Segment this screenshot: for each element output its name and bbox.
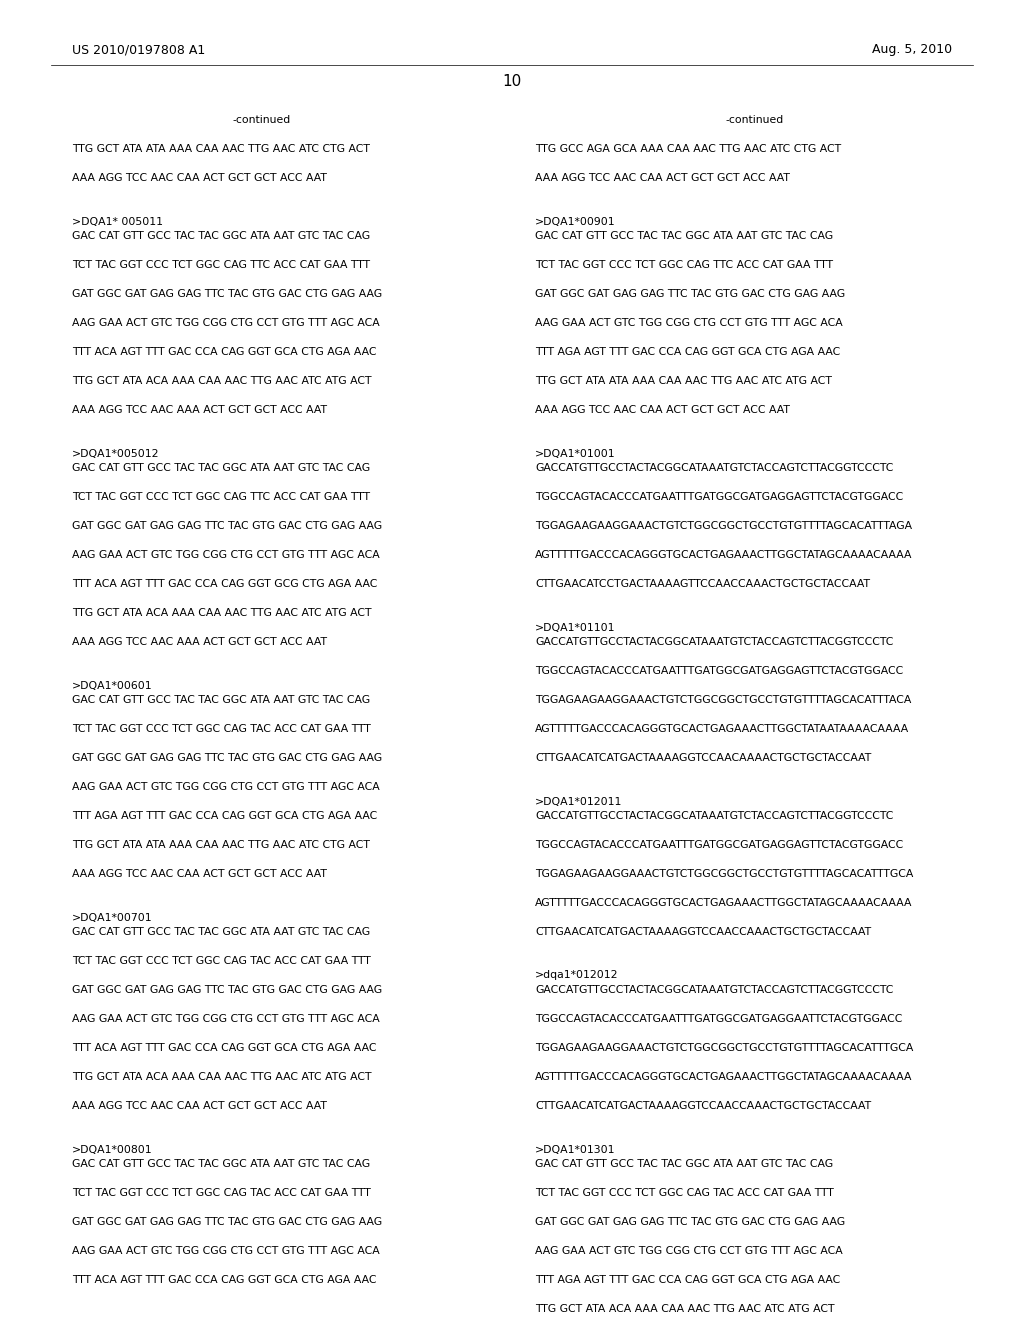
Text: GACCATGTTGCCTACTACGGCATAAATGTCTACCAGTCTTACGGTCCCTC: GACCATGTTGCCTACTACGGCATAAATGTCTACCAGTCTT…: [535, 463, 893, 473]
Text: GAC CAT GTT GCC TAC TAC GGC ATA AAT GTC TAC CAG: GAC CAT GTT GCC TAC TAC GGC ATA AAT GTC …: [72, 231, 370, 242]
Text: AAA AGG TCC AAC AAA ACT GCT GCT ACC AAT: AAA AGG TCC AAC AAA ACT GCT GCT ACC AAT: [72, 405, 327, 414]
Text: >dqa1*012012: >dqa1*012012: [535, 970, 618, 981]
Text: -continued: -continued: [726, 115, 784, 125]
Text: >DQA1*00901: >DQA1*00901: [535, 216, 615, 227]
Text: TTG GCT ATA ACA AAA CAA AAC TTG AAC ATC ATG ACT: TTG GCT ATA ACA AAA CAA AAC TTG AAC ATC …: [72, 376, 372, 385]
Text: TTG GCT ATA ATA AAA CAA AAC TTG AAC ATC ATG ACT: TTG GCT ATA ATA AAA CAA AAC TTG AAC ATC …: [535, 376, 831, 385]
Text: GAC CAT GTT GCC TAC TAC GGC ATA AAT GTC TAC CAG: GAC CAT GTT GCC TAC TAC GGC ATA AAT GTC …: [72, 463, 370, 473]
Text: >DQA1*00701: >DQA1*00701: [72, 912, 153, 923]
Text: GAC CAT GTT GCC TAC TAC GGC ATA AAT GTC TAC CAG: GAC CAT GTT GCC TAC TAC GGC ATA AAT GTC …: [72, 696, 370, 705]
Text: AAG GAA ACT GTC TGG CGG CTG CCT GTG TTT AGC ACA: AAG GAA ACT GTC TGG CGG CTG CCT GTG TTT …: [535, 318, 843, 327]
Text: TTT AGA AGT TTT GAC CCA CAG GGT GCA CTG AGA AAC: TTT AGA AGT TTT GAC CCA CAG GGT GCA CTG …: [535, 347, 841, 356]
Text: CTTGAACATCCTGACTAAAAGTTCCAACCAAACTGCTGCTACCAAT: CTTGAACATCCTGACTAAAAGTTCCAACCAAACTGCTGCT…: [535, 579, 870, 589]
Text: GACCATGTTGCCTACTACGGCATAAATGTCTACCAGTCTTACGGTCCCTC: GACCATGTTGCCTACTACGGCATAAATGTCTACCAGTCTT…: [535, 638, 893, 647]
Text: CTTGAACATCATGACTAAAAGGTCCAACAAAACTGCTGCTACCAAT: CTTGAACATCATGACTAAAAGGTCCAACAAAACTGCTGCT…: [535, 752, 871, 763]
Text: TTT ACA AGT TTT GAC CCA CAG GGT GCA CTG AGA AAC: TTT ACA AGT TTT GAC CCA CAG GGT GCA CTG …: [72, 1275, 377, 1284]
Text: GAC CAT GTT GCC TAC TAC GGC ATA AAT GTC TAC CAG: GAC CAT GTT GCC TAC TAC GGC ATA AAT GTC …: [535, 231, 834, 242]
Text: AGTTTTTGACCCACAGGGTGCACTGAGAAACTTGGCTATAGCAAAACAAAA: AGTTTTTGACCCACAGGGTGCACTGAGAAACTTGGCTATA…: [535, 1072, 912, 1082]
Text: >DQA1*012011: >DQA1*012011: [535, 796, 623, 807]
Text: >DQA1*005012: >DQA1*005012: [72, 449, 160, 458]
Text: AGTTTTTGACCCACAGGGTGCACTGAGAAACTTGGCTATAATAAAACAAAA: AGTTTTTGACCCACAGGGTGCACTGAGAAACTTGGCTATA…: [535, 723, 909, 734]
Text: AAG GAA ACT GTC TGG CGG CTG CCT GTG TTT AGC ACA: AAG GAA ACT GTC TGG CGG CTG CCT GTG TTT …: [72, 550, 380, 560]
Text: TGGAGAAGAAGGAAACTGTCTGGCGGCTGCCTGTGTTTTAGCACATTTAGA: TGGAGAAGAAGGAAACTGTCTGGCGGCTGCCTGTGTTTTA…: [535, 521, 912, 531]
Text: US 2010/0197808 A1: US 2010/0197808 A1: [72, 44, 205, 57]
Text: TCT TAC GGT CCC TCT GGC CAG TAC ACC CAT GAA TTT: TCT TAC GGT CCC TCT GGC CAG TAC ACC CAT …: [72, 723, 371, 734]
Text: TTG GCT ATA ACA AAA CAA AAC TTG AAC ATC ATG ACT: TTG GCT ATA ACA AAA CAA AAC TTG AAC ATC …: [535, 1304, 835, 1313]
Text: TTG GCT ATA ACA AAA CAA AAC TTG AAC ATC ATG ACT: TTG GCT ATA ACA AAA CAA AAC TTG AAC ATC …: [72, 609, 372, 618]
Text: >DQA1*01101: >DQA1*01101: [535, 623, 615, 632]
Text: TTG GCC AGA GCA AAA CAA AAC TTG AAC ATC CTG ACT: TTG GCC AGA GCA AAA CAA AAC TTG AAC ATC …: [535, 144, 841, 154]
Text: TCT TAC GGT CCC TCT GGC CAG TAC ACC CAT GAA TTT: TCT TAC GGT CCC TCT GGC CAG TAC ACC CAT …: [535, 1188, 834, 1199]
Text: TGGCCAGTACACCCATGAATTTGATGGCGATGAGGAGTTCTACGTGGACC: TGGCCAGTACACCCATGAATTTGATGGCGATGAGGAGTTC…: [535, 840, 903, 850]
Text: AAG GAA ACT GTC TGG CGG CTG CCT GTG TTT AGC ACA: AAG GAA ACT GTC TGG CGG CTG CCT GTG TTT …: [72, 1014, 380, 1024]
Text: >DQA1*01301: >DQA1*01301: [535, 1144, 615, 1155]
Text: Aug. 5, 2010: Aug. 5, 2010: [871, 44, 952, 57]
Text: AGTTTTTGACCCACAGGGTGCACTGAGAAACTTGGCTATAGCAAAACAAAA: AGTTTTTGACCCACAGGGTGCACTGAGAAACTTGGCTATA…: [535, 550, 912, 560]
Text: TGGAGAAGAAGGAAACTGTCTGGCGGCTGCCTGTGTTTTAGCACATTTACA: TGGAGAAGAAGGAAACTGTCTGGCGGCTGCCTGTGTTTTA…: [535, 696, 911, 705]
Text: 10: 10: [503, 74, 521, 90]
Text: AAA AGG TCC AAC AAA ACT GCT GCT ACC AAT: AAA AGG TCC AAC AAA ACT GCT GCT ACC AAT: [72, 638, 327, 647]
Text: TGGCCAGTACACCCATGAATTTGATGGCGATGAGGAATTCTACGTGGACC: TGGCCAGTACACCCATGAATTTGATGGCGATGAGGAATTC…: [535, 1014, 902, 1024]
Text: GAC CAT GTT GCC TAC TAC GGC ATA AAT GTC TAC CAG: GAC CAT GTT GCC TAC TAC GGC ATA AAT GTC …: [72, 1159, 370, 1170]
Text: >DQA1* 005011: >DQA1* 005011: [72, 216, 163, 227]
Text: >DQA1*01001: >DQA1*01001: [535, 449, 615, 458]
Text: TTT ACA AGT TTT GAC CCA CAG GGT GCA CTG AGA AAC: TTT ACA AGT TTT GAC CCA CAG GGT GCA CTG …: [72, 347, 377, 356]
Text: TTG GCT ATA ATA AAA CAA AAC TTG AAC ATC CTG ACT: TTG GCT ATA ATA AAA CAA AAC TTG AAC ATC …: [72, 840, 370, 850]
Text: TTT ACA AGT TTT GAC CCA CAG GGT GCA CTG AGA AAC: TTT ACA AGT TTT GAC CCA CAG GGT GCA CTG …: [72, 1043, 377, 1053]
Text: TTT AGA AGT TTT GAC CCA CAG GGT GCA CTG AGA AAC: TTT AGA AGT TTT GAC CCA CAG GGT GCA CTG …: [535, 1275, 841, 1284]
Text: TCT TAC GGT CCC TCT GGC CAG TTC ACC CAT GAA TTT: TCT TAC GGT CCC TCT GGC CAG TTC ACC CAT …: [72, 260, 370, 271]
Text: TCT TAC GGT CCC TCT GGC CAG TAC ACC CAT GAA TTT: TCT TAC GGT CCC TCT GGC CAG TAC ACC CAT …: [72, 1188, 371, 1199]
Text: TGGCCAGTACACCCATGAATTTGATGGCGATGAGGAGTTCTACGTGGACC: TGGCCAGTACACCCATGAATTTGATGGCGATGAGGAGTTC…: [535, 492, 903, 502]
Text: TCT TAC GGT CCC TCT GGC CAG TAC ACC CAT GAA TTT: TCT TAC GGT CCC TCT GGC CAG TAC ACC CAT …: [72, 956, 371, 966]
Text: TCT TAC GGT CCC TCT GGC CAG TTC ACC CAT GAA TTT: TCT TAC GGT CCC TCT GGC CAG TTC ACC CAT …: [535, 260, 833, 271]
Text: AAA AGG TCC AAC CAA ACT GCT GCT ACC AAT: AAA AGG TCC AAC CAA ACT GCT GCT ACC AAT: [72, 173, 327, 183]
Text: AAG GAA ACT GTC TGG CGG CTG CCT GTG TTT AGC ACA: AAG GAA ACT GTC TGG CGG CTG CCT GTG TTT …: [72, 318, 380, 327]
Text: GAT GGC GAT GAG GAG TTC TAC GTG GAC CTG GAG AAG: GAT GGC GAT GAG GAG TTC TAC GTG GAC CTG …: [72, 289, 382, 300]
Text: TTG GCT ATA ATA AAA CAA AAC TTG AAC ATC CTG ACT: TTG GCT ATA ATA AAA CAA AAC TTG AAC ATC …: [72, 144, 370, 154]
Text: TTT AGA AGT TTT GAC CCA CAG GGT GCA CTG AGA AAC: TTT AGA AGT TTT GAC CCA CAG GGT GCA CTG …: [72, 810, 377, 821]
Text: GAC CAT GTT GCC TAC TAC GGC ATA AAT GTC TAC CAG: GAC CAT GTT GCC TAC TAC GGC ATA AAT GTC …: [72, 927, 370, 937]
Text: CTTGAACATCATGACTAAAAGGTCCAACCAAACTGCTGCTACCAAT: CTTGAACATCATGACTAAAAGGTCCAACCAAACTGCTGCT…: [535, 927, 871, 937]
Text: GAT GGC GAT GAG GAG TTC TAC GTG GAC CTG GAG AAG: GAT GGC GAT GAG GAG TTC TAC GTG GAC CTG …: [72, 1217, 382, 1228]
Text: GAT GGC GAT GAG GAG TTC TAC GTG GAC CTG GAG AAG: GAT GGC GAT GAG GAG TTC TAC GTG GAC CTG …: [72, 985, 382, 995]
Text: TGGAGAAGAAGGAAACTGTCTGGCGGCTGCCTGTGTTTTAGCACATTTGCA: TGGAGAAGAAGGAAACTGTCTGGCGGCTGCCTGTGTTTTA…: [535, 1043, 913, 1053]
Text: AAG GAA ACT GTC TGG CGG CTG CCT GTG TTT AGC ACA: AAG GAA ACT GTC TGG CGG CTG CCT GTG TTT …: [72, 781, 380, 792]
Text: TGGAGAAGAAGGAAACTGTCTGGCGGCTGCCTGTGTTTTAGCACATTTGCA: TGGAGAAGAAGGAAACTGTCTGGCGGCTGCCTGTGTTTTA…: [535, 869, 913, 879]
Text: AAG GAA ACT GTC TGG CGG CTG CCT GTG TTT AGC ACA: AAG GAA ACT GTC TGG CGG CTG CCT GTG TTT …: [72, 1246, 380, 1257]
Text: AAG GAA ACT GTC TGG CGG CTG CCT GTG TTT AGC ACA: AAG GAA ACT GTC TGG CGG CTG CCT GTG TTT …: [535, 1246, 843, 1257]
Text: TCT TAC GGT CCC TCT GGC CAG TTC ACC CAT GAA TTT: TCT TAC GGT CCC TCT GGC CAG TTC ACC CAT …: [72, 492, 370, 502]
Text: AAA AGG TCC AAC CAA ACT GCT GCT ACC AAT: AAA AGG TCC AAC CAA ACT GCT GCT ACC AAT: [535, 173, 790, 183]
Text: GACCATGTTGCCTACTACGGCATAAATGTCTACCAGTCTTACGGTCCCTC: GACCATGTTGCCTACTACGGCATAAATGTCTACCAGTCTT…: [535, 985, 893, 995]
Text: GACCATGTTGCCTACTACGGCATAAATGTCTACCAGTCTTACGGTCCCTC: GACCATGTTGCCTACTACGGCATAAATGTCTACCAGTCTT…: [535, 810, 893, 821]
Text: AAA AGG TCC AAC CAA ACT GCT GCT ACC AAT: AAA AGG TCC AAC CAA ACT GCT GCT ACC AAT: [72, 1101, 327, 1111]
Text: AAA AGG TCC AAC CAA ACT GCT GCT ACC AAT: AAA AGG TCC AAC CAA ACT GCT GCT ACC AAT: [535, 405, 790, 414]
Text: TTG GCT ATA ACA AAA CAA AAC TTG AAC ATC ATG ACT: TTG GCT ATA ACA AAA CAA AAC TTG AAC ATC …: [72, 1072, 372, 1082]
Text: TTT ACA AGT TTT GAC CCA CAG GGT GCG CTG AGA AAC: TTT ACA AGT TTT GAC CCA CAG GGT GCG CTG …: [72, 579, 378, 589]
Text: GAT GGC GAT GAG GAG TTC TAC GTG GAC CTG GAG AAG: GAT GGC GAT GAG GAG TTC TAC GTG GAC CTG …: [535, 289, 845, 300]
Text: AAA AGG TCC AAC CAA ACT GCT GCT ACC AAT: AAA AGG TCC AAC CAA ACT GCT GCT ACC AAT: [72, 869, 327, 879]
Text: GAT GGC GAT GAG GAG TTC TAC GTG GAC CTG GAG AAG: GAT GGC GAT GAG GAG TTC TAC GTG GAC CTG …: [72, 521, 382, 531]
Text: AGTTTTTGACCCACAGGGTGCACTGAGAAACTTGGCTATAGCAAAACAAAA: AGTTTTTGACCCACAGGGTGCACTGAGAAACTTGGCTATA…: [535, 898, 912, 908]
Text: GAT GGC GAT GAG GAG TTC TAC GTG GAC CTG GAG AAG: GAT GGC GAT GAG GAG TTC TAC GTG GAC CTG …: [535, 1217, 845, 1228]
Text: GAC CAT GTT GCC TAC TAC GGC ATA AAT GTC TAC CAG: GAC CAT GTT GCC TAC TAC GGC ATA AAT GTC …: [535, 1159, 834, 1170]
Text: TGGCCAGTACACCCATGAATTTGATGGCGATGAGGAGTTCTACGTGGACC: TGGCCAGTACACCCATGAATTTGATGGCGATGAGGAGTTC…: [535, 667, 903, 676]
Text: CTTGAACATCATGACTAAAAGGTCCAACCAAACTGCTGCTACCAAT: CTTGAACATCATGACTAAAAGGTCCAACCAAACTGCTGCT…: [535, 1101, 871, 1111]
Text: GAT GGC GAT GAG GAG TTC TAC GTG GAC CTG GAG AAG: GAT GGC GAT GAG GAG TTC TAC GTG GAC CTG …: [72, 752, 382, 763]
Text: >DQA1*00801: >DQA1*00801: [72, 1144, 153, 1155]
Text: -continued: -continued: [232, 115, 291, 125]
Text: >DQA1*00601: >DQA1*00601: [72, 681, 153, 690]
